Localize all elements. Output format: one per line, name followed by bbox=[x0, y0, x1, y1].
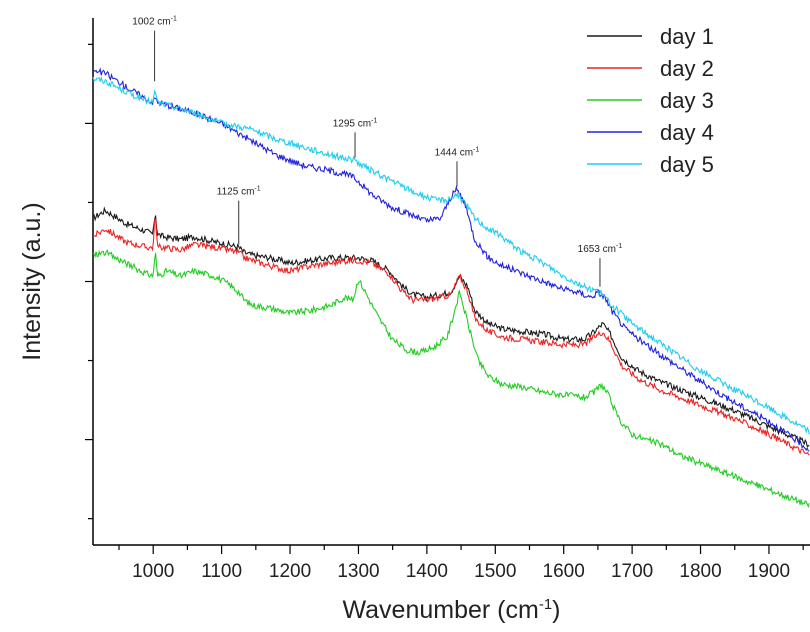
series-lines bbox=[92, 67, 810, 509]
series-line-day-3 bbox=[93, 249, 810, 509]
annotation-label: 1002 cm-1 bbox=[132, 16, 177, 28]
annotation-label: 1444 cm-1 bbox=[435, 146, 480, 158]
legend: day 1 day 2 day 3 day 4 day 5 bbox=[587, 24, 714, 177]
x-tick-label: 1400 bbox=[406, 561, 448, 582]
legend-label: day 2 bbox=[660, 56, 714, 81]
legend-label: day 3 bbox=[660, 88, 714, 113]
x-tick-label: 1900 bbox=[748, 561, 790, 582]
annotation-label: 1295 cm-1 bbox=[333, 117, 378, 129]
x-tick-label: 1800 bbox=[679, 561, 721, 582]
peak-annotations: 1002 cm-1 1125 cm-1 1295 cm-1 1444 cm-1 1653… bbox=[132, 16, 622, 287]
x-tick-label: 1100 bbox=[201, 561, 242, 582]
series-line-day-2 bbox=[92, 218, 810, 456]
y-axis-title: Intensity (a.u.) bbox=[18, 202, 46, 360]
x-tick-label: 1300 bbox=[337, 561, 379, 582]
series-line-day-5 bbox=[92, 75, 810, 435]
x-tick-label: 1600 bbox=[543, 561, 585, 582]
x-axis-title: Wavenumber (cm-1) bbox=[342, 596, 560, 624]
annotation-label: 1125 cm-1 bbox=[217, 186, 261, 198]
legend-label: day 1 bbox=[660, 24, 714, 49]
x-tick-label: 1000 bbox=[132, 561, 174, 582]
axes: 1000 1100 1200 1300 1400 1500 1600 1700 1800 1900 bbox=[85, 18, 810, 582]
legend-label: day 4 bbox=[660, 120, 714, 145]
legend-label: day 5 bbox=[660, 152, 714, 177]
annotation-label: 1653 cm-1 bbox=[578, 243, 623, 255]
x-tick-label: 1700 bbox=[611, 561, 653, 582]
x-tick-label: 1500 bbox=[474, 561, 516, 582]
x-tick-label: 1200 bbox=[269, 561, 311, 582]
